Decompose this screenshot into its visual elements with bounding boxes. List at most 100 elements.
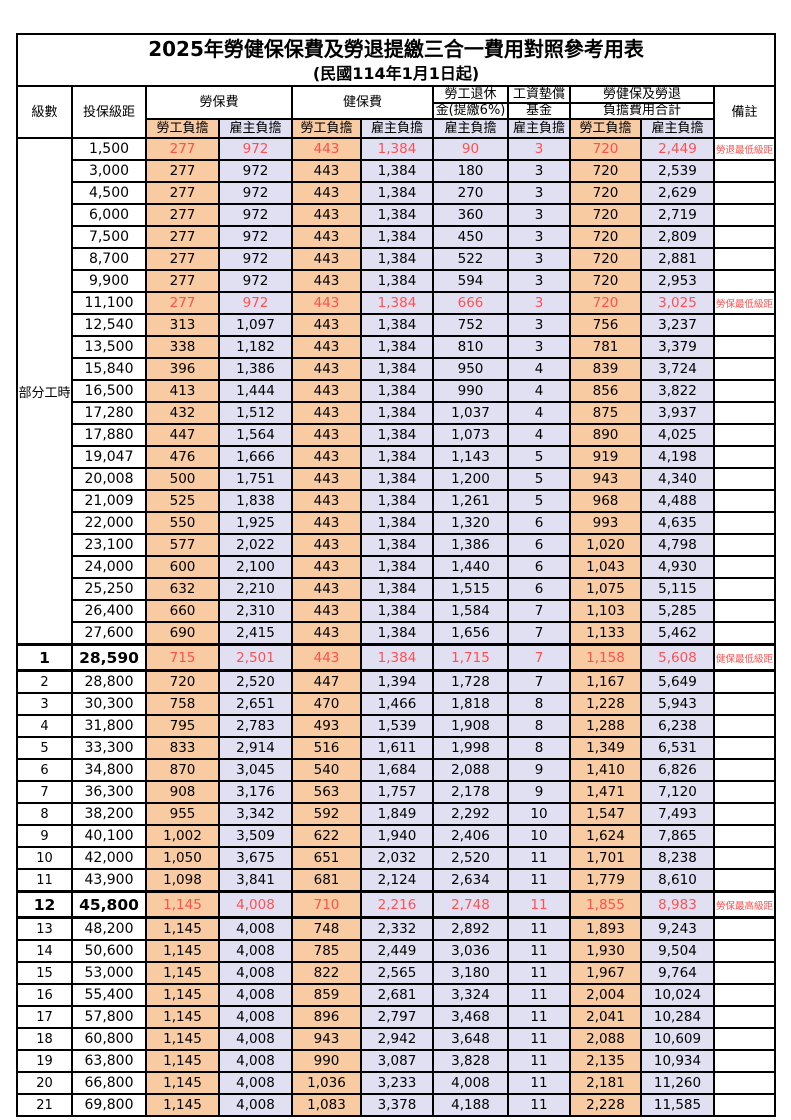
value-cell: 1,020 bbox=[569, 533, 642, 557]
bracket-cell: 38,200 bbox=[71, 802, 147, 826]
level-cell: 9 bbox=[16, 824, 73, 848]
table-row: 15 53,000 1,145 4,008 822 2,565 3,180 11 1,967 9,… bbox=[16, 961, 777, 985]
note-cell bbox=[712, 401, 777, 425]
value-cell: 443 bbox=[291, 379, 362, 403]
value-cell: 7 bbox=[507, 621, 571, 646]
subheader-pension-employer: 雇主負擔 bbox=[432, 118, 509, 139]
value-cell: 6,531 bbox=[640, 736, 715, 760]
table-row: 26,400 660 2,310 443 1,384 1,584 7 1,103 5,285 bbox=[17, 599, 777, 623]
value-cell: 7,865 bbox=[640, 824, 715, 848]
value-cell: 1,043 bbox=[569, 555, 642, 579]
value-cell: 5,649 bbox=[640, 669, 715, 694]
value-cell: 11 bbox=[507, 1027, 571, 1051]
value-cell: 2,748 bbox=[432, 890, 509, 919]
value-cell: 856 bbox=[569, 379, 642, 403]
table-row: 10 42,000 1,050 3,675 651 2,032 2,520 11 1,701 8,… bbox=[16, 846, 777, 870]
bracket-cell: 43,900 bbox=[71, 868, 147, 893]
table-row: 15,840 396 1,386 443 1,384 950 4 839 3,724 bbox=[17, 357, 777, 381]
table-row: 7,500 277 972 443 1,384 450 3 720 2,809 bbox=[17, 225, 777, 249]
table-row: 16 55,400 1,145 4,008 859 2,681 3,324 11 2,004 10… bbox=[16, 983, 777, 1007]
value-cell: 1,288 bbox=[569, 714, 642, 738]
value-cell: 785 bbox=[291, 939, 362, 963]
value-cell: 4 bbox=[507, 423, 571, 447]
value-cell: 277 bbox=[145, 291, 220, 315]
bracket-cell: 12,540 bbox=[71, 313, 147, 337]
table-row: 12 45,800 1,145 4,008 710 2,216 2,748 11 1,855 8,… bbox=[16, 890, 777, 919]
note-cell bbox=[712, 780, 777, 804]
value-cell: 8 bbox=[507, 692, 571, 716]
value-cell: 1,228 bbox=[569, 692, 642, 716]
value-cell: 2,124 bbox=[360, 868, 434, 893]
value-cell: 10,024 bbox=[640, 983, 715, 1007]
value-cell: 1,384 bbox=[360, 291, 434, 315]
value-cell: 1,384 bbox=[360, 357, 434, 381]
value-cell: 833 bbox=[145, 736, 220, 760]
table-row: 20,008 500 1,751 443 1,384 1,200 5 943 4,340 bbox=[17, 467, 777, 491]
value-cell: 993 bbox=[569, 511, 642, 535]
bracket-cell: 42,000 bbox=[71, 846, 147, 870]
value-cell: 2,216 bbox=[360, 890, 434, 919]
value-cell: 1,779 bbox=[569, 868, 642, 893]
value-cell: 3,468 bbox=[432, 1005, 509, 1029]
value-cell: 6,238 bbox=[640, 714, 715, 738]
value-cell: 908 bbox=[145, 780, 220, 804]
value-cell: 516 bbox=[291, 736, 362, 760]
value-cell: 4,008 bbox=[218, 1071, 293, 1095]
value-cell: 180 bbox=[432, 159, 509, 183]
value-cell: 2,914 bbox=[218, 736, 293, 760]
value-cell: 1,133 bbox=[569, 621, 642, 646]
col-header-wage-fund-line1: 工資墊償 bbox=[507, 85, 571, 104]
value-cell: 11 bbox=[507, 961, 571, 985]
bracket-cell: 21,009 bbox=[71, 489, 147, 513]
value-cell: 1,384 bbox=[360, 203, 434, 227]
bracket-cell: 50,600 bbox=[71, 939, 147, 963]
note-cell bbox=[712, 983, 777, 1007]
table-row: 3 30,300 758 2,651 470 1,466 1,818 8 1,228 5,943 bbox=[16, 692, 777, 716]
value-cell: 3 bbox=[507, 159, 571, 183]
value-cell: 1,940 bbox=[360, 824, 434, 848]
value-cell: 5 bbox=[507, 467, 571, 491]
value-cell: 3,036 bbox=[432, 939, 509, 963]
value-cell: 1,967 bbox=[569, 961, 642, 985]
subheader-health-employee: 勞工負擔 bbox=[291, 118, 362, 139]
value-cell: 3,176 bbox=[218, 780, 293, 804]
value-cell: 950 bbox=[432, 357, 509, 381]
value-cell: 875 bbox=[569, 401, 642, 425]
value-cell: 450 bbox=[432, 225, 509, 249]
value-cell: 443 bbox=[291, 621, 362, 646]
value-cell: 1,182 bbox=[218, 335, 293, 359]
value-cell: 10,934 bbox=[640, 1049, 715, 1073]
level-cell: 1 bbox=[16, 643, 73, 672]
bracket-cell: 3,000 bbox=[71, 159, 147, 183]
value-cell: 1,384 bbox=[360, 181, 434, 205]
value-cell: 2,520 bbox=[218, 669, 293, 694]
value-cell: 4,930 bbox=[640, 555, 715, 579]
value-cell: 443 bbox=[291, 291, 362, 315]
table-row: 13,500 338 1,182 443 1,384 810 3 781 3,379 bbox=[17, 335, 777, 359]
value-cell: 4,008 bbox=[218, 890, 293, 919]
value-cell: 1,547 bbox=[569, 802, 642, 826]
value-cell: 11 bbox=[507, 1049, 571, 1073]
table-row: 4 31,800 795 2,783 493 1,539 1,908 8 1,288 6,238 bbox=[16, 714, 777, 738]
value-cell: 8 bbox=[507, 736, 571, 760]
value-cell: 990 bbox=[291, 1049, 362, 1073]
value-cell: 2,178 bbox=[432, 780, 509, 804]
value-cell: 577 bbox=[145, 533, 220, 557]
value-cell: 972 bbox=[218, 247, 293, 271]
value-cell: 3 bbox=[507, 247, 571, 271]
value-cell: 720 bbox=[569, 291, 642, 315]
header-row-1: 級數 投保級距 勞保費 健保費 勞工退休 工資墊償 勞健保及勞退 備註 bbox=[16, 85, 777, 139]
value-cell: 10,284 bbox=[640, 1005, 715, 1029]
value-cell: 563 bbox=[291, 780, 362, 804]
value-cell: 756 bbox=[569, 313, 642, 337]
bracket-cell: 60,800 bbox=[71, 1027, 147, 1051]
value-cell: 443 bbox=[291, 445, 362, 469]
value-cell: 2,539 bbox=[640, 159, 715, 183]
bracket-cell: 9,900 bbox=[71, 269, 147, 293]
value-cell: 277 bbox=[145, 137, 220, 161]
col-header-health-insurance: 健保費 bbox=[291, 85, 434, 120]
value-cell: 990 bbox=[432, 379, 509, 403]
value-cell: 1,349 bbox=[569, 736, 642, 760]
value-cell: 666 bbox=[432, 291, 509, 315]
table-row: 17,880 447 1,564 443 1,384 1,073 4 890 4,025 bbox=[17, 423, 777, 447]
